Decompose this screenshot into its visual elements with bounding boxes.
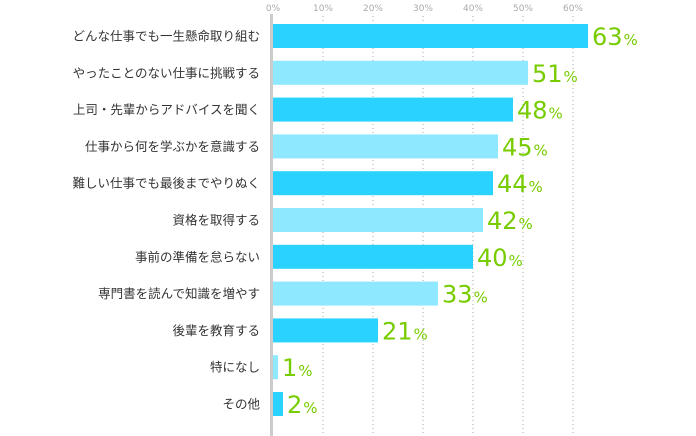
category-label: その他 (222, 397, 260, 412)
data-label: 45% (502, 133, 548, 161)
data-label-value: 44 (497, 170, 528, 198)
data-label-value: 2 (287, 391, 302, 419)
data-label-value: 40 (477, 244, 508, 272)
data-label: 40% (477, 244, 523, 272)
category-label: どんな仕事でも一生懸命取り組む (72, 29, 260, 44)
category-label: 事前の準備を怠らない (135, 249, 260, 264)
bar (273, 97, 513, 122)
data-label-value: 21 (382, 317, 413, 345)
data-label: 63% (592, 23, 638, 51)
bar (273, 281, 438, 306)
bar (273, 171, 493, 196)
data-label-unit: % (624, 31, 638, 49)
data-label-value: 63 (592, 23, 623, 51)
x-tick-label: 50% (513, 4, 533, 14)
data-label: 48% (517, 97, 563, 125)
bar (273, 134, 498, 159)
data-label-unit: % (303, 399, 317, 417)
data-label-unit: % (474, 289, 488, 307)
data-label: 1% (282, 354, 313, 382)
category-label: 難しい仕事でも最後までやりぬく (72, 176, 260, 191)
data-label-value: 51 (532, 60, 563, 88)
category-label: 仕事から何を学ぶかを意識する (85, 139, 260, 154)
data-label-value: 42 (487, 207, 518, 235)
y-axis-line (270, 14, 273, 436)
bar (273, 24, 588, 48)
x-tick-label: 10% (313, 4, 333, 14)
data-label-unit: % (534, 141, 548, 159)
bar (273, 244, 473, 269)
x-tick-label: 30% (413, 4, 433, 14)
data-label-unit: % (298, 362, 312, 380)
category-label: 後輩を教育する (172, 323, 260, 338)
data-label: 42% (487, 207, 533, 235)
x-tick-label: 40% (463, 4, 483, 14)
category-label: 上司・先輩からアドバイスを聞く (73, 102, 260, 117)
data-label-value: 1 (282, 354, 297, 382)
data-label-unit: % (509, 252, 523, 270)
x-tick-label: 20% (363, 4, 383, 14)
category-label: 専門書を読んで知識を増やす (98, 286, 260, 301)
data-label-unit: % (414, 325, 428, 343)
data-label-unit: % (564, 68, 578, 86)
bar (273, 355, 278, 380)
data-label-unit: % (519, 215, 533, 233)
data-label: 44% (497, 170, 543, 198)
bar (273, 392, 283, 416)
x-tick-label: 60% (563, 4, 583, 14)
bar (273, 318, 378, 343)
data-label: 51% (532, 60, 578, 88)
data-label-value: 45 (502, 133, 533, 161)
data-label: 21% (382, 317, 428, 345)
category-label: やったことのない仕事に挑戦する (73, 65, 260, 80)
data-label-value: 33 (442, 281, 473, 309)
bar (273, 60, 528, 85)
x-tick-label: 0% (266, 4, 281, 14)
category-label: 特になし (210, 360, 260, 375)
data-label-value: 48 (517, 97, 548, 125)
category-label: 資格を取得する (172, 213, 260, 228)
data-label: 2% (287, 391, 318, 419)
data-label: 33% (442, 281, 488, 309)
data-label-unit: % (529, 178, 543, 196)
data-label-unit: % (549, 105, 563, 123)
bar (273, 208, 483, 232)
